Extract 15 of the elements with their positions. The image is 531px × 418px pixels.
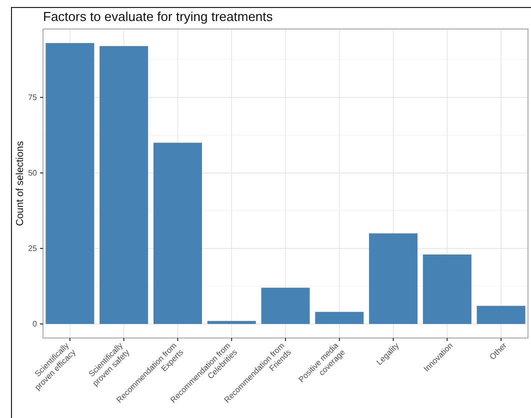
bar xyxy=(315,312,364,324)
bar xyxy=(369,233,418,324)
bar xyxy=(476,306,526,324)
bar xyxy=(46,43,94,324)
y-axis-title: Count of selections xyxy=(15,140,26,226)
y-tick-label: 0 xyxy=(32,320,38,329)
chart-title: Factors to evaluate for trying treatments xyxy=(43,9,274,24)
y-tick-label: 50 xyxy=(28,168,38,178)
y-tick-label: 25 xyxy=(28,244,38,253)
bar xyxy=(422,254,472,324)
bar xyxy=(261,288,310,324)
bar xyxy=(100,46,148,324)
bar xyxy=(153,142,202,324)
bar xyxy=(207,320,256,324)
y-tick-label: 75 xyxy=(28,92,38,102)
